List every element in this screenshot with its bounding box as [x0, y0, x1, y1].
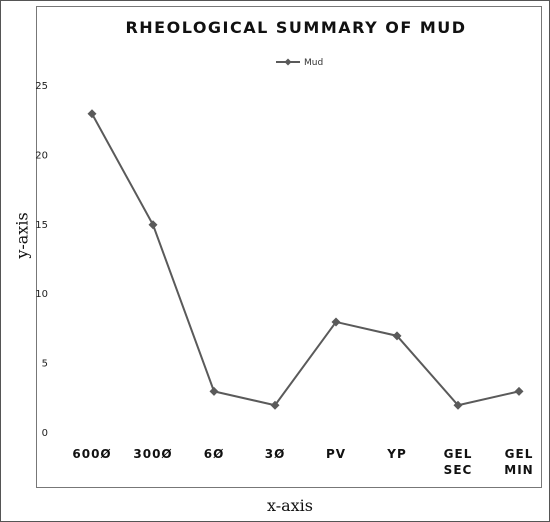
- x-axis-ticks: 600Ø 300Ø 6Ø 3Ø PV YP GEL SEC GEL MIN: [72, 447, 533, 477]
- y-tick-label: 0: [42, 428, 48, 439]
- y-tick-label: 5: [42, 359, 48, 370]
- data-point-marker: [209, 386, 219, 396]
- data-point-marker: [270, 400, 280, 410]
- x-tick-label: GEL SEC: [444, 447, 473, 477]
- data-point-marker: [453, 400, 463, 410]
- data-point-marker: [148, 220, 158, 230]
- legend-label: Mud: [304, 58, 323, 68]
- y-tick-label: 10: [35, 289, 48, 300]
- x-tick-label: 6Ø: [204, 447, 225, 461]
- x-tick-label: 3Ø: [265, 447, 286, 461]
- y-tick-label: 20: [35, 150, 48, 161]
- x-tick-label: 300Ø: [133, 447, 172, 461]
- series-line-mud: [91, 113, 520, 407]
- x-axis-title: x-axis: [266, 496, 314, 515]
- legend: Mud: [276, 58, 323, 68]
- x-tick-label: 600Ø: [72, 447, 111, 461]
- x-tick-label: PV: [326, 447, 346, 461]
- series-group: [87, 109, 524, 410]
- data-point-marker: [392, 331, 402, 341]
- data-point-marker: [514, 386, 524, 396]
- x-tick-label: YP: [386, 447, 406, 461]
- chart-area-border: [36, 6, 542, 488]
- legend-marker: [284, 58, 292, 66]
- x-tick-label: GEL MIN: [504, 447, 533, 477]
- y-axis-ticks: 0 5 10 15 20 25: [35, 81, 48, 439]
- data-point-marker: [87, 109, 97, 119]
- y-tick-label: 25: [35, 81, 48, 92]
- y-tick-label: 15: [35, 220, 48, 231]
- chart-title: RHEOLOGICAL SUMMARY OF MUD: [125, 18, 466, 37]
- data-point-marker: [331, 317, 341, 327]
